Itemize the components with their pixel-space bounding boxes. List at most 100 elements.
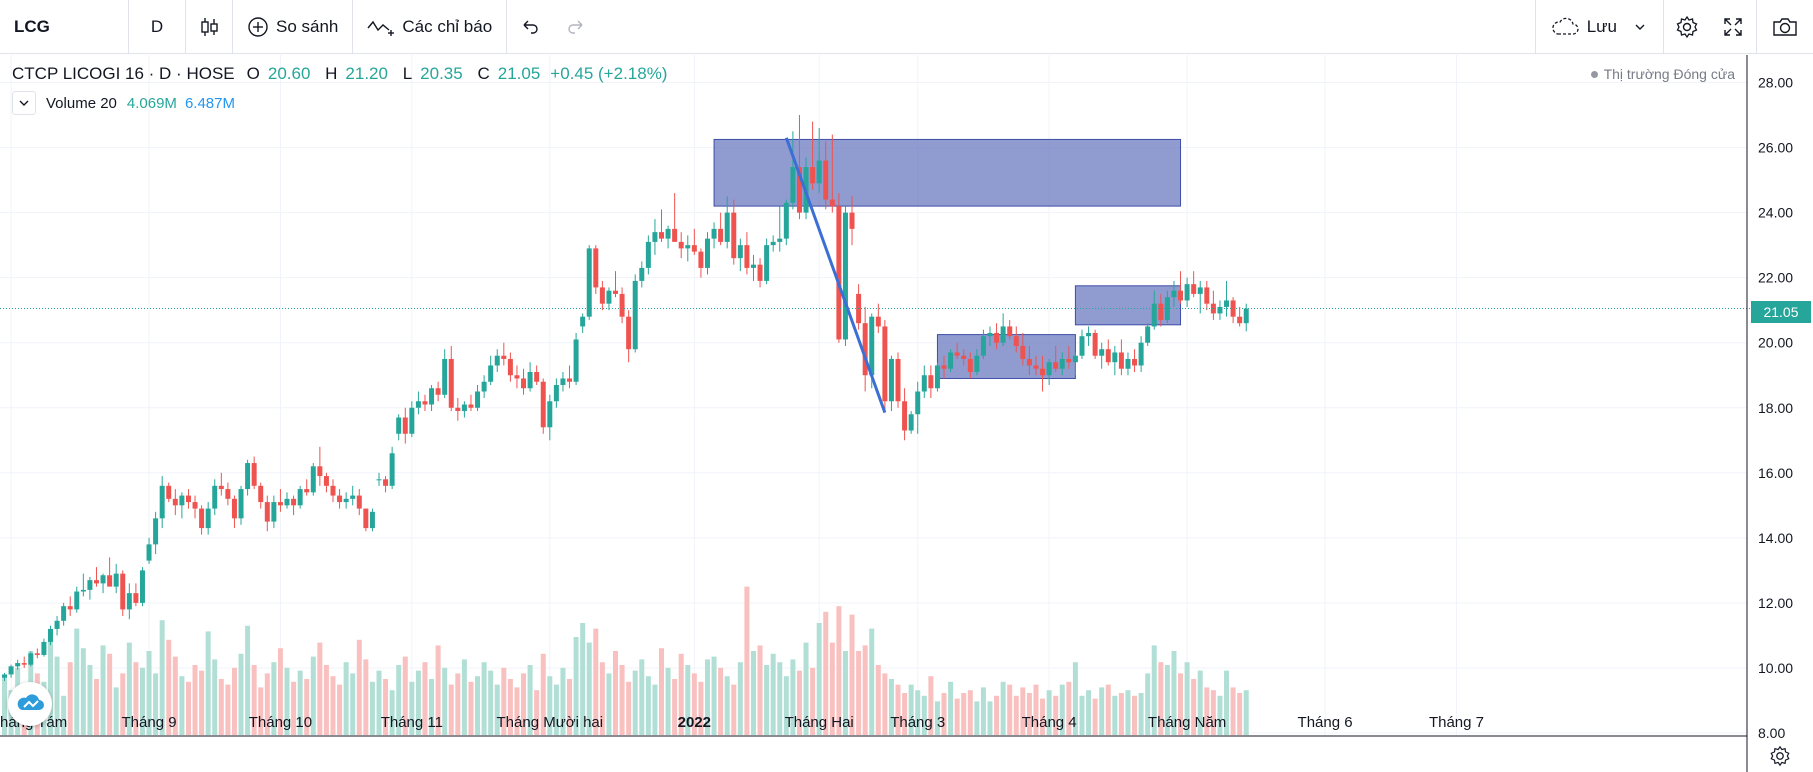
candle-body bbox=[1132, 358, 1138, 366]
candle-body bbox=[218, 485, 224, 490]
volume-bar bbox=[507, 679, 513, 735]
time-tick-label: Tháng 10 bbox=[249, 714, 312, 731]
volume-bar bbox=[330, 676, 336, 735]
volume-bar bbox=[251, 665, 257, 735]
candle-body bbox=[166, 485, 172, 499]
volume-bar bbox=[369, 681, 375, 735]
time-tick-label: Tháng Mười hai bbox=[497, 714, 604, 731]
candle-body bbox=[606, 290, 612, 304]
candle-body bbox=[185, 495, 191, 503]
time-tick-label: Tháng Hai bbox=[785, 714, 854, 731]
volume-bar bbox=[810, 667, 816, 735]
redo-button[interactable] bbox=[553, 0, 599, 54]
candle-body bbox=[100, 575, 106, 584]
volume-bar bbox=[481, 662, 487, 735]
close-key: C bbox=[477, 64, 490, 83]
volume-bar bbox=[61, 695, 67, 735]
volume-bar bbox=[54, 656, 60, 735]
gear-icon bbox=[1770, 745, 1790, 767]
candle-body bbox=[41, 641, 47, 655]
main-chart[interactable]: 28.00 26.00 24.00 22.00 20.00 18.00 16.00 14.00… bbox=[0, 55, 1813, 772]
interval-label: D bbox=[150, 16, 164, 36]
candle-body bbox=[409, 407, 415, 434]
candle-body bbox=[442, 358, 448, 395]
settings-button[interactable] bbox=[1664, 0, 1710, 54]
volume-bar bbox=[1020, 687, 1026, 735]
chart-type-button[interactable] bbox=[186, 0, 232, 54]
candle-body bbox=[1158, 303, 1164, 320]
volume-bar bbox=[422, 662, 428, 735]
tradingview-logo[interactable] bbox=[8, 682, 52, 726]
candle-body bbox=[908, 414, 914, 431]
candle-body bbox=[363, 508, 369, 529]
candle-body bbox=[540, 381, 546, 428]
volume-bar bbox=[442, 667, 448, 735]
candle-body bbox=[271, 502, 277, 522]
candle-body bbox=[961, 355, 967, 359]
undo-button[interactable] bbox=[507, 0, 553, 54]
open-value: 20.60 bbox=[267, 64, 311, 83]
volume-bar bbox=[363, 659, 369, 735]
volume-bar bbox=[1191, 679, 1197, 735]
volume-bar bbox=[1151, 645, 1157, 735]
chevron-down-icon bbox=[1635, 24, 1645, 30]
volume-label: Volume 20 bbox=[46, 94, 117, 112]
volume-bar bbox=[1210, 690, 1216, 735]
candle-body bbox=[146, 544, 152, 561]
volume-bar bbox=[415, 670, 421, 735]
candle-body bbox=[231, 498, 237, 519]
candle-body bbox=[731, 212, 737, 259]
indicators-button[interactable]: Các chỉ báo bbox=[353, 0, 506, 54]
volume-bar bbox=[153, 673, 159, 735]
candle-body bbox=[685, 245, 691, 249]
candle-body bbox=[599, 287, 605, 304]
candle-body bbox=[87, 580, 93, 590]
candle-body bbox=[369, 511, 375, 529]
candle-body bbox=[553, 384, 559, 402]
volume-bar bbox=[192, 665, 198, 735]
volume-bar bbox=[521, 673, 527, 735]
volume-bar bbox=[626, 681, 632, 735]
volume-bar bbox=[1007, 684, 1013, 735]
symbol-label: LCG bbox=[14, 16, 50, 36]
volume-bar bbox=[291, 681, 297, 735]
candle-body bbox=[560, 378, 566, 385]
volume-bar bbox=[1171, 651, 1177, 735]
collapse-legend-button[interactable] bbox=[12, 91, 36, 115]
volume-bar bbox=[350, 673, 356, 735]
volume-bar bbox=[1125, 690, 1131, 735]
candle-body bbox=[954, 352, 960, 356]
save-button[interactable]: Lưu bbox=[1536, 0, 1663, 54]
volume-bar bbox=[1072, 662, 1078, 735]
compare-button[interactable]: So sánh bbox=[233, 0, 352, 54]
volume-bar bbox=[711, 656, 717, 735]
volume-bar bbox=[356, 639, 362, 735]
volume-bar bbox=[790, 659, 796, 735]
compare-label: So sánh bbox=[276, 16, 339, 36]
volume-bar bbox=[987, 701, 993, 735]
candle-body bbox=[770, 241, 776, 246]
candle-body bbox=[527, 371, 533, 389]
candle-body bbox=[199, 508, 205, 529]
candle-body bbox=[1184, 284, 1190, 301]
interval-button[interactable]: D bbox=[129, 0, 185, 54]
candle-body bbox=[133, 593, 139, 603]
volume-bar bbox=[238, 653, 244, 735]
volume-ma-value: 6.487M bbox=[184, 94, 235, 112]
candle-body bbox=[724, 212, 730, 242]
fullscreen-button[interactable] bbox=[1710, 0, 1756, 54]
volume-bar bbox=[1197, 670, 1203, 735]
candle-body bbox=[258, 485, 264, 503]
chart-settings-button[interactable] bbox=[1766, 742, 1794, 770]
candle-body bbox=[8, 666, 14, 675]
volume-bar bbox=[783, 676, 789, 735]
indicators-label: Các chỉ báo bbox=[402, 16, 493, 36]
snapshot-button[interactable] bbox=[1757, 0, 1813, 54]
rectangle-drawing bbox=[1074, 285, 1182, 326]
volume-bar bbox=[396, 665, 402, 735]
candle-body bbox=[251, 463, 257, 486]
candle-body bbox=[422, 401, 428, 405]
symbol-search-button[interactable]: LCG bbox=[0, 0, 128, 54]
candle-body bbox=[245, 463, 251, 490]
candle-body bbox=[1099, 349, 1105, 356]
